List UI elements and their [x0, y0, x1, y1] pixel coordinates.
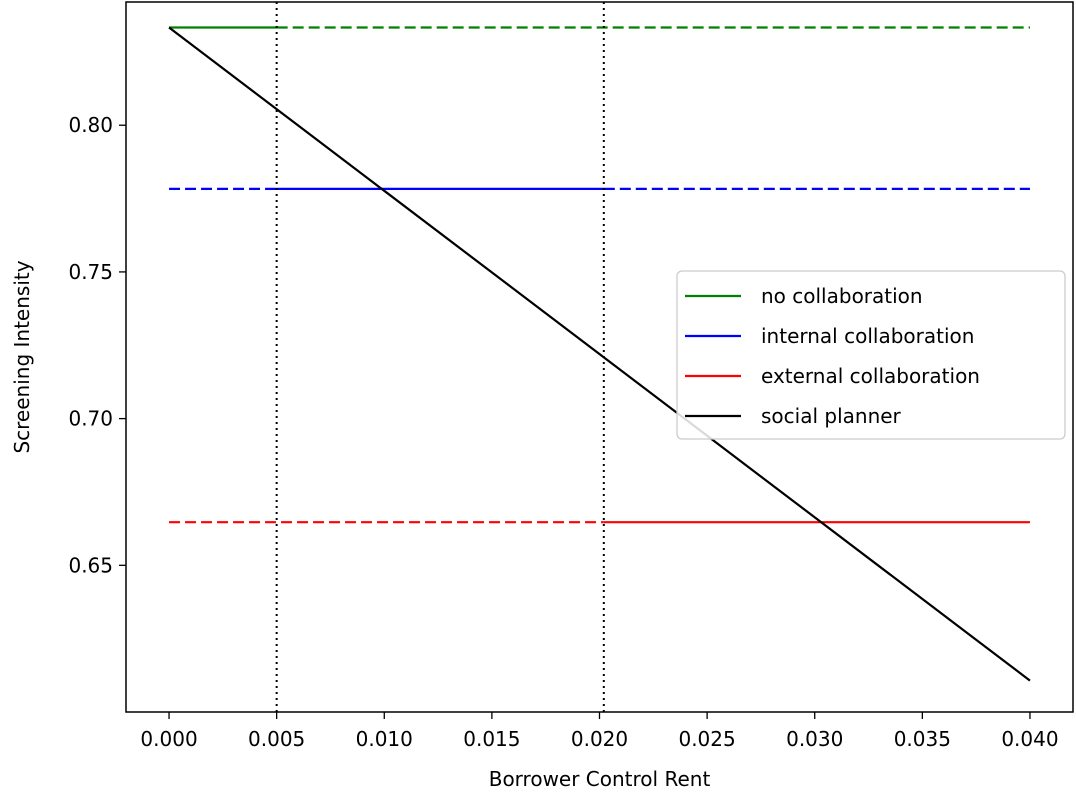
y-axis-label: Screening Intensity — [10, 260, 34, 453]
x-tick-label: 0.005 — [248, 727, 305, 751]
y-axis-ticks: 0.65 0.70 0.75 0.80 — [68, 113, 126, 577]
legend-label-no-collaboration: no collaboration — [761, 284, 923, 308]
x-axis-label: Borrower Control Rent — [489, 767, 711, 791]
legend-box — [676, 270, 1066, 440]
y-tick-label: 0.75 — [68, 260, 113, 284]
legend-label-external-collaboration: external collaboration — [761, 364, 980, 388]
x-axis-ticks: 0.000 0.005 0.010 0.015 0.020 0.025 0.030 0.035… — [140, 712, 1059, 751]
y-tick-label: 0.80 — [68, 113, 113, 137]
x-tick-label: 0.015 — [463, 727, 520, 751]
legend-label-internal-collaboration: internal collaboration — [761, 324, 974, 348]
y-tick-label: 0.70 — [68, 407, 113, 431]
plot-lines — [168, 26, 1031, 682]
x-tick-label: 0.025 — [678, 727, 735, 751]
x-tick-label: 0.010 — [356, 727, 413, 751]
legend: no collaboration internal collaboration ex… — [676, 270, 1066, 440]
vertical-markers — [275, 2, 605, 712]
x-tick-label: 0.035 — [894, 727, 951, 751]
x-tick-label: 0.020 — [571, 727, 628, 751]
legend-label-social-planner: social planner — [761, 404, 902, 428]
x-tick-label: 0.000 — [140, 727, 197, 751]
x-tick-label: 0.040 — [1001, 727, 1058, 751]
series-line-social-planner-0 — [168, 26, 1031, 682]
y-tick-label: 0.65 — [68, 553, 113, 577]
x-tick-label: 0.030 — [786, 727, 843, 751]
